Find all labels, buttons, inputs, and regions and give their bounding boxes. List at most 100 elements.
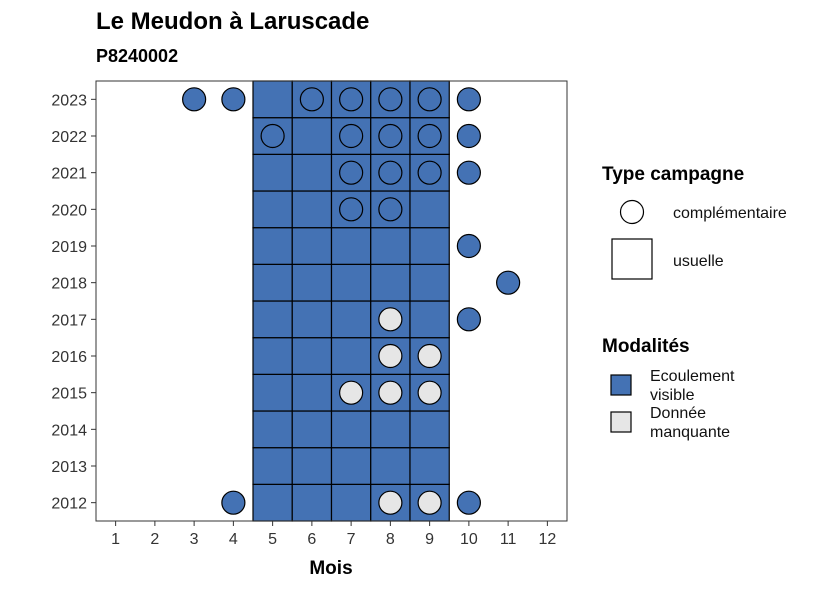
legend-label-manquante: Donnée manquante: [650, 405, 730, 441]
x-tick-label: 3: [190, 531, 199, 548]
y-tick-label: 2018: [51, 276, 87, 293]
y-tick-label: 2023: [51, 92, 87, 109]
usuelle-tile: [410, 301, 449, 338]
complementaire-point: [379, 381, 402, 404]
complementaire-point: [300, 88, 323, 111]
y-tick-label: 2022: [51, 129, 87, 146]
plot-area: [183, 81, 520, 521]
complementaire-point: [457, 125, 480, 148]
usuelle-tile: [292, 484, 331, 521]
complementaire-point: [222, 491, 245, 514]
legend: Type campagne complémentaire usuelle Modali…: [602, 164, 787, 441]
legend-label-line: manquante: [650, 424, 730, 441]
x-tick-label: 2: [150, 531, 159, 548]
usuelle-tile: [292, 154, 331, 191]
complementaire-point: [457, 161, 480, 184]
legend-modalite-key-manquante: [611, 412, 631, 432]
legend-square-key: [612, 239, 652, 279]
usuelle-tile: [332, 411, 371, 448]
usuelle-tile: [292, 118, 331, 155]
complementaire-point: [457, 308, 480, 331]
complementaire-point: [418, 345, 441, 368]
usuelle-tile: [253, 301, 292, 338]
usuelle-tile: [332, 228, 371, 265]
complementaire-point: [379, 161, 402, 184]
y-tick-label: 2020: [51, 202, 87, 219]
usuelle-tile: [253, 448, 292, 485]
usuelle-tile: [332, 484, 371, 521]
complementaire-point: [340, 125, 363, 148]
usuelle-tile: [371, 411, 410, 448]
usuelle-tile: [292, 338, 331, 375]
usuelle-tile: [371, 228, 410, 265]
complementaire-point: [418, 491, 441, 514]
complementaire-point: [340, 161, 363, 184]
complementaire-point: [183, 88, 206, 111]
complementaire-point: [222, 88, 245, 111]
x-tick-label: 12: [538, 531, 556, 548]
complementaire-point: [379, 345, 402, 368]
usuelle-tile: [253, 411, 292, 448]
usuelle-tile: [253, 484, 292, 521]
legend-label-ecoulement: Ecoulement visible: [650, 368, 735, 404]
usuelle-tile: [332, 448, 371, 485]
complementaire-point: [497, 271, 520, 294]
y-tick-label: 2014: [51, 422, 87, 439]
legend-label-line: visible: [650, 387, 695, 404]
usuelle-tile: [410, 448, 449, 485]
usuelle-tile: [292, 448, 331, 485]
complementaire-point: [457, 491, 480, 514]
x-tick-label: 1: [111, 531, 120, 548]
usuelle-tile: [253, 374, 292, 411]
complementaire-point: [379, 491, 402, 514]
x-tick-label: 10: [460, 531, 478, 548]
y-tick-label: 2013: [51, 459, 87, 476]
y-tick-label: 2016: [51, 349, 87, 366]
complementaire-point: [418, 88, 441, 111]
legend-title-type-campagne: Type campagne: [602, 164, 744, 185]
usuelle-tile: [332, 301, 371, 338]
y-tick-label: 2017: [51, 312, 87, 329]
y-tick-label: 2012: [51, 496, 87, 513]
usuelle-tile: [253, 191, 292, 228]
complementaire-point: [418, 125, 441, 148]
legend-label-line: Donnée: [650, 405, 706, 422]
usuelle-tile: [253, 154, 292, 191]
x-tick-label: 6: [307, 531, 316, 548]
usuelle-tile: [371, 448, 410, 485]
usuelle-tile: [410, 411, 449, 448]
complementaire-point: [418, 161, 441, 184]
usuelle-tile: [253, 264, 292, 301]
x-tick-label: 5: [268, 531, 277, 548]
legend-circle-key: [621, 201, 644, 224]
x-tick-label: 8: [386, 531, 395, 548]
x-tick-label: 7: [347, 531, 356, 548]
legend-label-usuelle: usuelle: [673, 253, 724, 270]
usuelle-tile: [292, 264, 331, 301]
x-tick-label: 9: [425, 531, 434, 548]
complementaire-point: [340, 88, 363, 111]
complementaire-point: [379, 88, 402, 111]
complementaire-point: [379, 198, 402, 221]
complementaire-point: [379, 125, 402, 148]
y-tick-label: 2019: [51, 239, 87, 256]
usuelle-tile: [253, 228, 292, 265]
x-axis-title: Mois: [309, 558, 352, 579]
usuelle-tile: [332, 338, 371, 375]
complementaire-point: [261, 125, 284, 148]
usuelle-tile: [410, 191, 449, 228]
legend-label-line: Ecoulement: [650, 368, 735, 385]
complementaire-point: [340, 381, 363, 404]
complementaire-point: [457, 235, 480, 258]
y-tick-label: 2015: [51, 386, 87, 403]
legend-label-complementaire: complémentaire: [673, 205, 787, 222]
usuelle-tile: [332, 264, 371, 301]
usuelle-tile: [253, 81, 292, 118]
complementaire-point: [340, 198, 363, 221]
legend-title-modalites: Modalités: [602, 336, 690, 357]
x-tick-label: 4: [229, 531, 238, 548]
x-tick-label: 11: [500, 531, 517, 548]
usuelle-tile: [292, 228, 331, 265]
usuelle-tile: [410, 264, 449, 301]
